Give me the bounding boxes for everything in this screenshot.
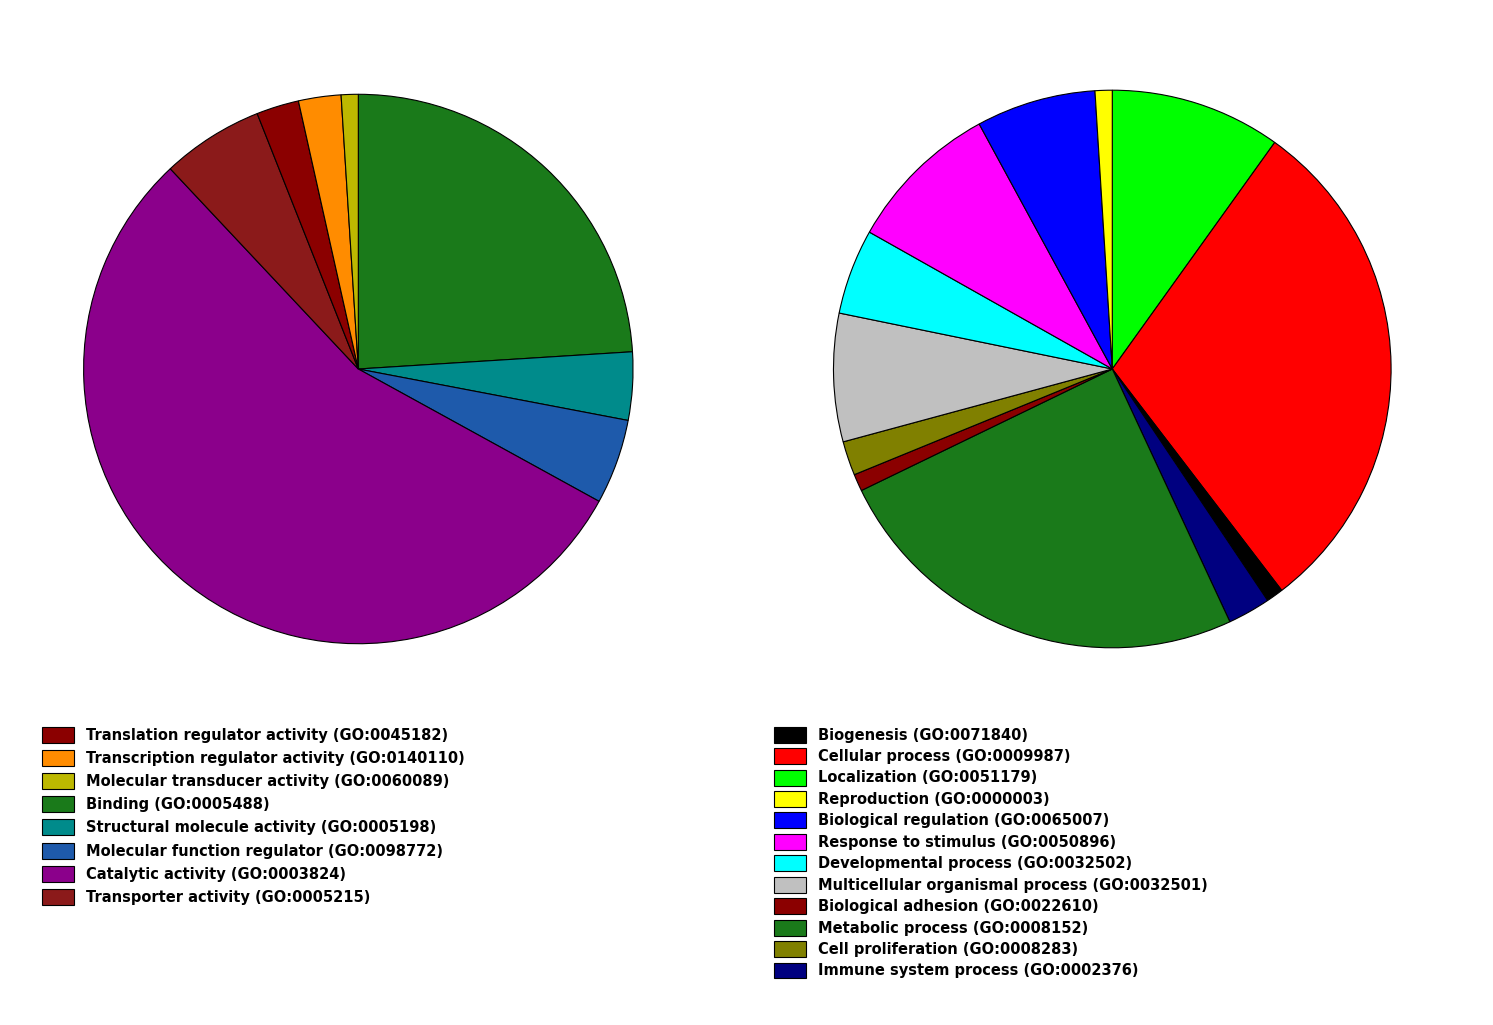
Wedge shape: [358, 94, 633, 369]
Wedge shape: [854, 369, 1112, 491]
Wedge shape: [833, 313, 1112, 442]
Wedge shape: [1112, 369, 1281, 601]
Wedge shape: [844, 369, 1112, 475]
Wedge shape: [84, 169, 599, 644]
Wedge shape: [839, 232, 1112, 369]
Wedge shape: [257, 100, 358, 369]
Wedge shape: [1112, 142, 1391, 590]
Wedge shape: [1094, 90, 1112, 369]
Legend: Biogenesis (GO:0071840), Cellular process (GO:0009987), Localization (GO:0051179: Biogenesis (GO:0071840), Cellular proces…: [769, 721, 1214, 984]
Wedge shape: [358, 352, 633, 420]
Wedge shape: [299, 95, 358, 369]
Wedge shape: [170, 114, 358, 369]
Wedge shape: [979, 91, 1112, 369]
Wedge shape: [340, 94, 358, 369]
Wedge shape: [869, 124, 1112, 369]
Wedge shape: [861, 369, 1230, 648]
Wedge shape: [1112, 369, 1268, 622]
Wedge shape: [1112, 90, 1275, 369]
Wedge shape: [358, 369, 629, 501]
Legend: Translation regulator activity (GO:0045182), Transcription regulator activity (G: Translation regulator activity (GO:00451…: [36, 721, 470, 911]
